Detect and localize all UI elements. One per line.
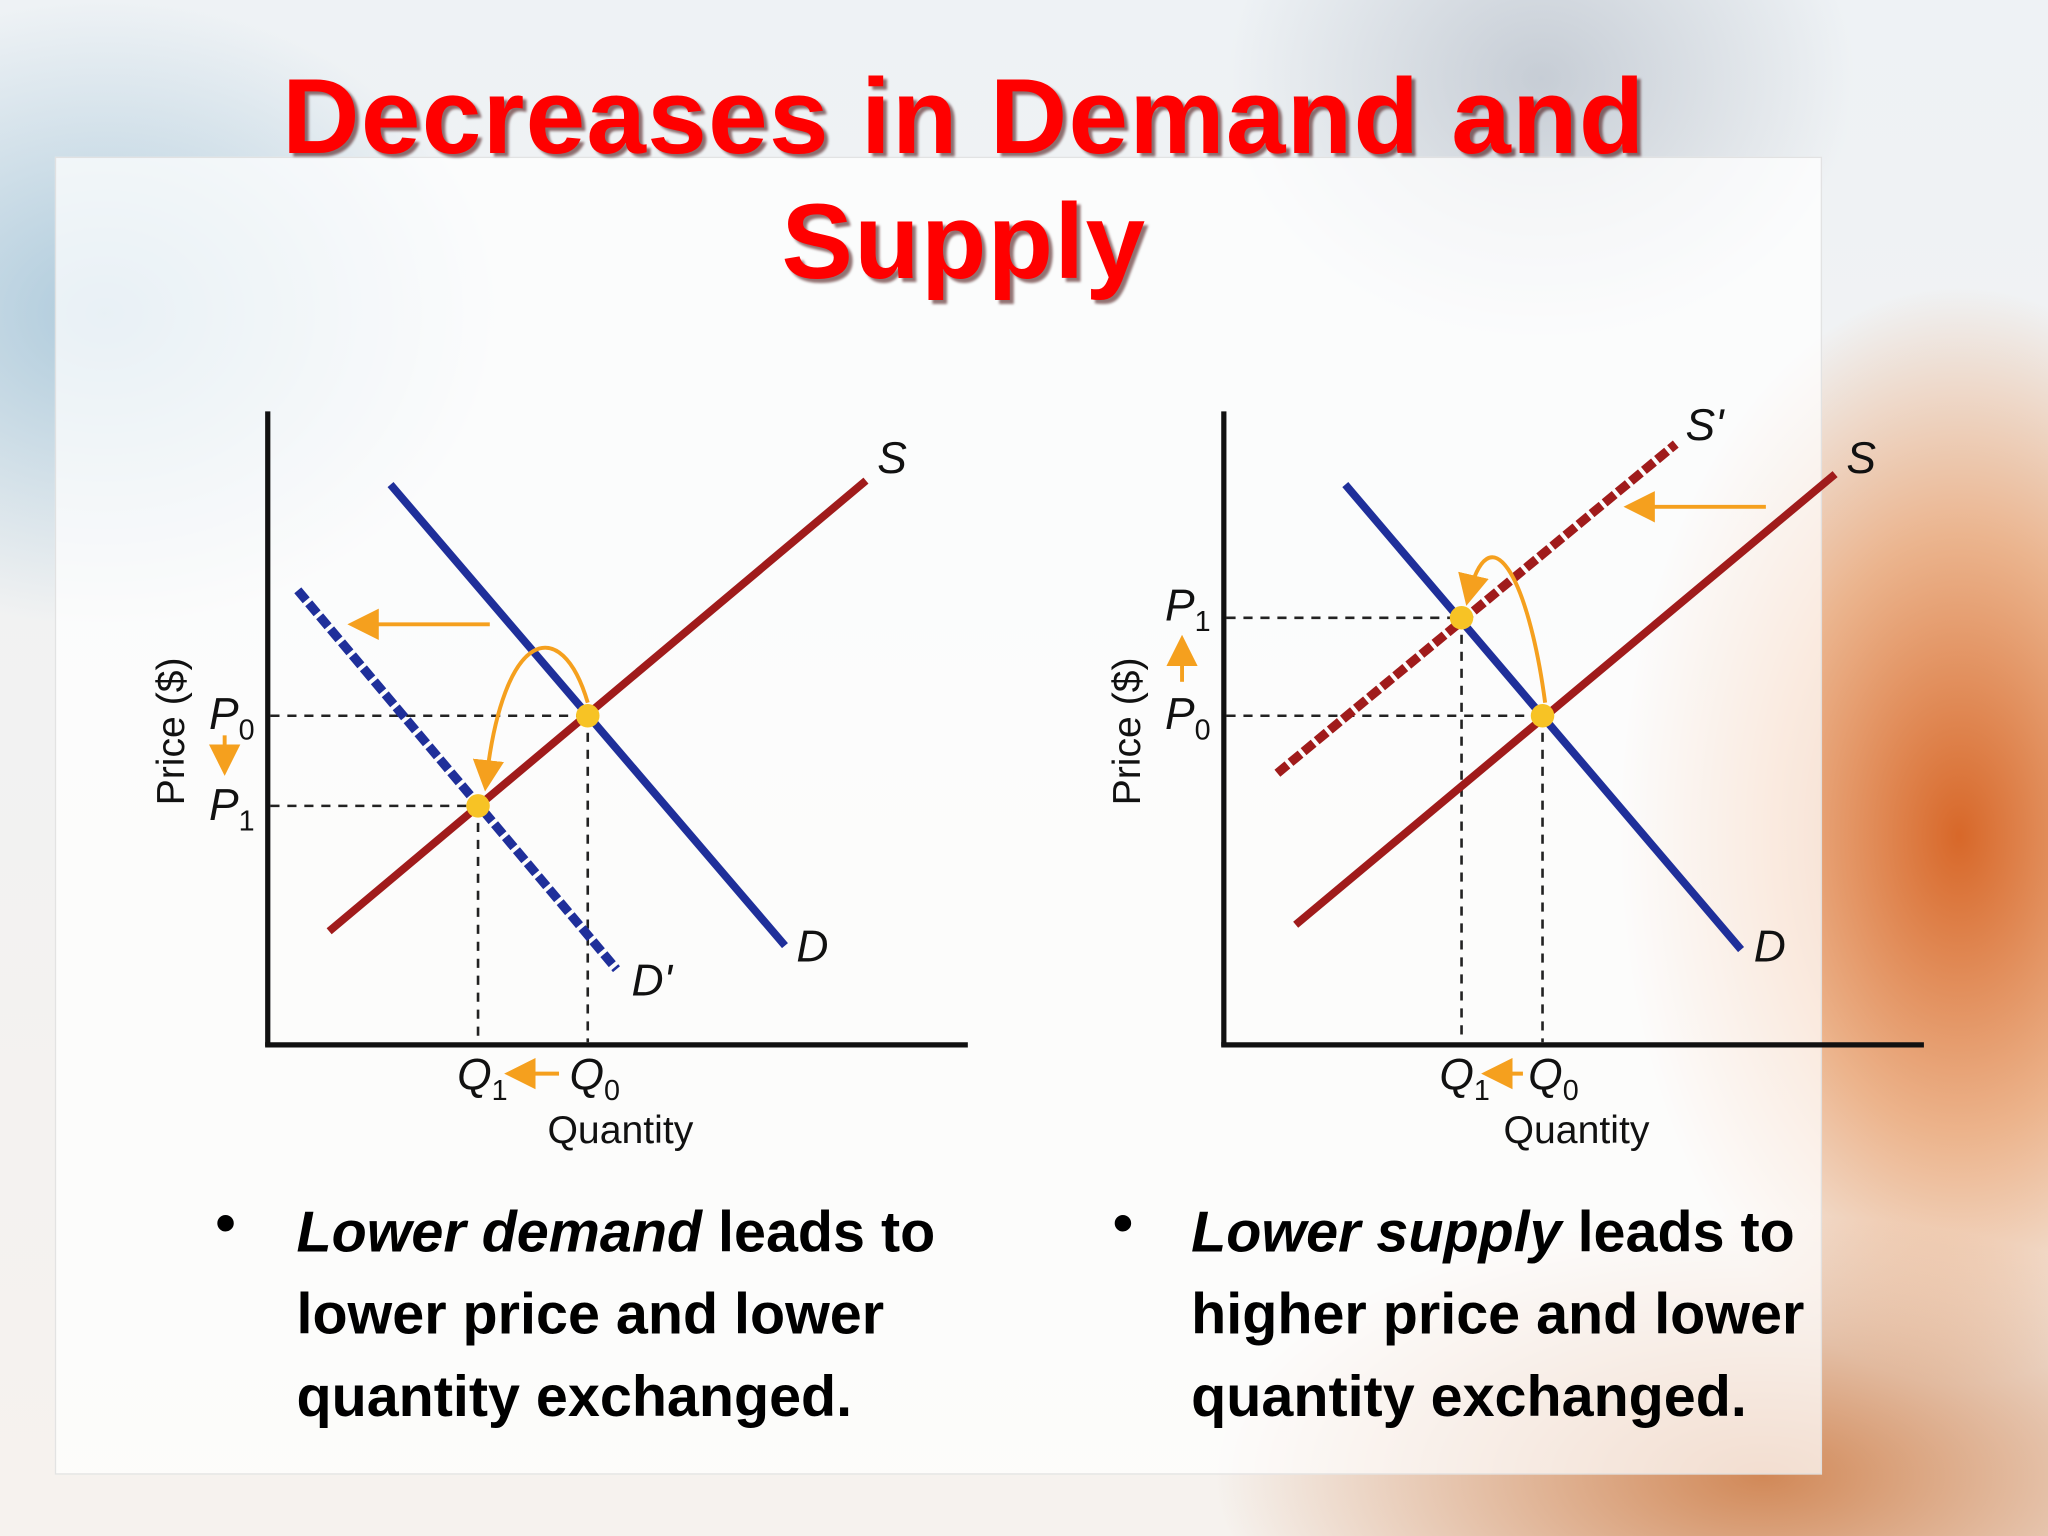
equilibrium — [1530, 703, 1555, 728]
bullet-marker: • — [215, 1191, 236, 1256]
quantity-label: Q1 — [457, 1050, 508, 1106]
move-arrow — [1458, 555, 1548, 703]
supply-diagram: S S' D P1 P0 Q1 Q0 Quantity Price ($) — [1106, 401, 1924, 1152]
shifted-demand-curve — [294, 587, 620, 973]
x-axis-label: Quantity — [547, 1109, 693, 1152]
move-arrow — [472, 645, 590, 792]
bullet: Lower demand leads to lower price and lo… — [296, 1191, 1080, 1438]
demand-diagram: S D D' P0 P1 Q1 Q0 Quantity Price ($) — [150, 411, 968, 1152]
bullet-emphasis: Lower supply — [1191, 1200, 1562, 1265]
bullet-emphasis: Lower demand — [296, 1200, 703, 1265]
quantity-label: Q1 — [1439, 1050, 1490, 1106]
y-axis-label: Price ($) — [1106, 657, 1149, 805]
equilibrium — [575, 703, 600, 728]
price-label: P0 — [209, 690, 255, 746]
y-axis-label: Price ($) — [150, 657, 193, 805]
quantity-label: Q0 — [569, 1050, 620, 1106]
shifted-label: S' — [1685, 401, 1725, 450]
shifted-supply-curve — [1274, 440, 1679, 777]
bullet: Lower supply leads to higher price and l… — [1191, 1191, 1975, 1438]
supply-label: S — [1846, 434, 1876, 483]
shifted-label: D' — [631, 956, 673, 1005]
price-label: P1 — [209, 781, 255, 837]
equilibrium — [1449, 606, 1474, 630]
demand-label: D — [1754, 922, 1786, 971]
equilibrium — [466, 794, 490, 818]
bullet-marker: • — [1112, 1191, 1133, 1256]
guides — [270, 714, 590, 1043]
demand-label: D — [796, 922, 828, 971]
guides — [1226, 616, 1544, 1043]
quantity-label: Q0 — [1528, 1050, 1579, 1106]
price-label: P1 — [1165, 581, 1211, 637]
supply-label: S — [877, 434, 907, 483]
supply-curve — [1293, 471, 1838, 928]
content-panel — [54, 156, 1823, 1475]
x-axis-label: Quantity — [1504, 1109, 1650, 1152]
supply-curve — [326, 477, 869, 935]
bullet-text: leads to higher price and lower quantity… — [1191, 1200, 1805, 1429]
price-label: P0 — [1165, 690, 1211, 746]
slide-title: Decreases in Demand and Supply — [282, 57, 1646, 302]
bullet-text: leads to lower price and lower quantity … — [296, 1200, 936, 1429]
